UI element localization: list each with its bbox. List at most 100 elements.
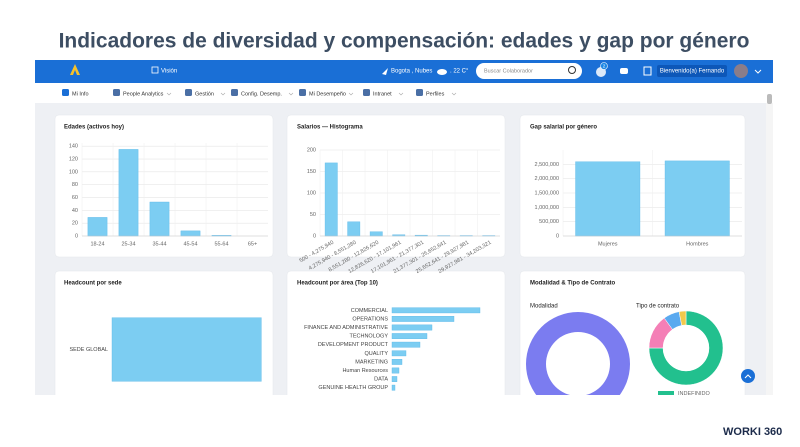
y-tick-label: FINANCE AND ADMINISTRATIVE: [304, 325, 388, 331]
x-tick-label: Mujeres: [598, 241, 618, 247]
search-box[interactable]: [476, 63, 582, 79]
avatar-caret[interactable]: [754, 69, 762, 74]
x-tick-label: 25-34: [121, 241, 135, 247]
bar: [391, 324, 433, 331]
menu-item[interactable]: People Analytics: [123, 91, 164, 97]
y-tick-label: 200: [307, 147, 316, 153]
menu-caret: [288, 92, 294, 96]
bar: [180, 230, 201, 237]
bar: [118, 149, 139, 237]
bar: [391, 384, 396, 391]
x-tick-label: Hombres: [686, 241, 709, 247]
bar: [347, 221, 361, 237]
scroll-top-arrow[interactable]: [744, 374, 752, 379]
x-tick-label: 45-54: [183, 241, 197, 247]
card-title: Headcount por área (Top 10): [297, 281, 378, 287]
y-tick-label: 120: [69, 156, 78, 162]
y-tick-label: 1,500,000: [535, 190, 559, 196]
bar: [111, 317, 262, 382]
y-tick-label: GENUINE HEALTH GROUP: [318, 385, 388, 391]
menu-caret: [166, 92, 172, 96]
welcome-pill[interactable]: [657, 65, 727, 77]
search-icon[interactable]: [568, 66, 576, 74]
bar: [391, 359, 403, 365]
menu-caret: [220, 92, 226, 96]
x-tick-label: 65+: [248, 241, 257, 247]
y-tick-label: TECHNOLOGY: [349, 334, 388, 340]
avatar[interactable]: [734, 64, 748, 78]
card-title: Modalidad & Tipo de Contrato: [530, 281, 616, 287]
pie-title: Tipo de contrato: [636, 304, 680, 310]
y-tick-label: OPERATIONS: [352, 316, 388, 322]
bar: [391, 341, 421, 348]
y-tick-label: 0: [313, 233, 316, 239]
bar: [664, 160, 730, 237]
bar: [324, 162, 338, 237]
bar: [391, 367, 400, 374]
y-tick-label: SEDE GLOBAL: [69, 347, 108, 353]
card: [286, 270, 506, 395]
y-tick-label: 2,000,000: [535, 176, 559, 182]
card: [519, 270, 746, 395]
y-tick-label: 60: [72, 195, 78, 201]
page-title: Indicadores de diversidad y compensación…: [59, 30, 750, 53]
menu-item[interactable]: Mi Info: [72, 91, 89, 97]
welcome: Bienvenido(a) Fernando: [660, 69, 725, 75]
pie-slice: [526, 312, 630, 395]
bar: [391, 307, 481, 314]
menu-item[interactable]: Gestión: [195, 91, 214, 97]
pie-slice: [648, 310, 724, 386]
vision-icon: [151, 66, 159, 74]
y-tick-label: 50: [310, 212, 316, 218]
brand: WORKI 360: [723, 426, 782, 438]
y-tick-label: 100: [69, 169, 78, 175]
logo[interactable]: [70, 64, 80, 75]
y-tick-label: 2,500,000: [535, 162, 559, 168]
menu: Mi Info People Analytics Gestión Config. De…: [62, 89, 457, 97]
vision-menu[interactable]: Visión: [161, 69, 177, 75]
card-title: Gap salarial por género: [530, 125, 597, 131]
location-icon: [382, 68, 388, 75]
card-title: Salarios — Histograma: [297, 125, 363, 131]
scroll-thumb[interactable]: [767, 94, 772, 104]
y-tick-label: Human Resources: [342, 368, 388, 374]
scrollbar: [766, 103, 773, 395]
y-tick-label: 80: [72, 182, 78, 188]
pie-slice: [678, 310, 687, 326]
x-tick-label: 35-44: [152, 241, 166, 247]
y-tick-label: 1,000,000: [535, 205, 559, 211]
weather: Bogota , Nubes: [391, 69, 432, 75]
menu-icon: [416, 89, 423, 96]
menu-icon: [299, 89, 306, 96]
card-title: Headcount por sede: [64, 281, 122, 287]
app: Visión Bogota , Nubes . 22 C° Buscar Col…: [35, 60, 773, 395]
y-tick-label: 100: [307, 190, 316, 196]
bar: [87, 217, 108, 237]
bar: [391, 316, 455, 322]
pie-title: Modalidad: [530, 304, 558, 310]
menu-icon: [363, 89, 370, 96]
menu-icon: [62, 89, 69, 96]
menu-item[interactable]: Intranet: [373, 91, 392, 97]
menu-item[interactable]: Perfiles: [426, 91, 445, 97]
temperature: . 22 C°: [450, 69, 469, 75]
bar: [391, 333, 428, 339]
logout-icon[interactable]: [643, 66, 652, 76]
y-tick-label: 20: [72, 221, 78, 227]
bar: [391, 376, 398, 382]
menu-item[interactable]: Config. Desemp.: [241, 91, 282, 97]
scroll-top-button[interactable]: [741, 369, 755, 383]
legend-swatch: [658, 391, 674, 395]
y-tick-label: 500,000: [539, 219, 559, 225]
menu-icon: [185, 89, 192, 96]
menu-item[interactable]: Mi Desempeño: [309, 91, 346, 97]
y-tick-label: QUALITY: [364, 351, 388, 357]
card-title: Edades (activos hoy): [64, 125, 124, 131]
chat-icon[interactable]: [620, 68, 628, 74]
bar: [369, 231, 383, 237]
y-tick-label: 140: [69, 144, 78, 150]
y-tick-label: 0: [556, 233, 559, 239]
cloud-icon: [437, 69, 447, 75]
card: [286, 114, 506, 258]
